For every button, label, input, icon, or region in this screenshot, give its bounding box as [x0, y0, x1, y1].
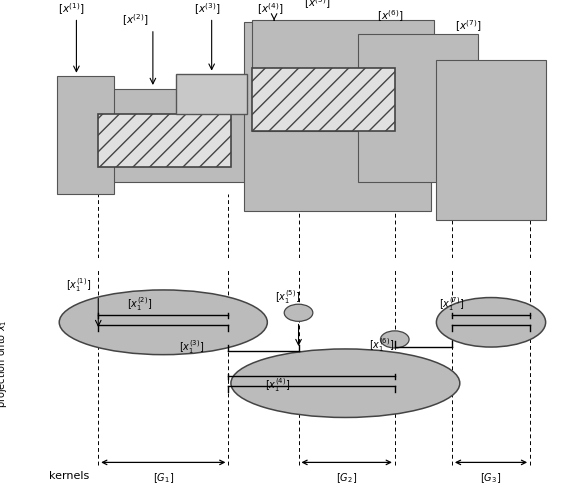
Bar	[252, 68, 395, 131]
Text: $[G_2]$: $[G_2]$	[336, 471, 357, 485]
Ellipse shape	[60, 290, 267, 355]
Bar	[57, 76, 114, 194]
Text: $[x_1^{(3)}]$: $[x_1^{(3)}]$	[179, 338, 204, 356]
Bar	[244, 22, 431, 211]
Text: $[x^{(1)}]$: $[x^{(1)}]$	[58, 1, 84, 17]
Bar	[176, 74, 246, 114]
Bar	[358, 35, 478, 182]
Text: $[x_1^{(2)}]$: $[x_1^{(2)}]$	[127, 295, 152, 313]
Text: $[G_1]$: $[G_1]$	[153, 471, 174, 485]
Text: projection onto $x_1$: projection onto $x_1$	[0, 320, 9, 408]
Text: kernels: kernels	[49, 471, 89, 481]
Ellipse shape	[284, 304, 313, 321]
Bar	[98, 89, 280, 182]
Text: $[x^{(5)}]$: $[x^{(5)}]$	[304, 0, 330, 11]
Text: $[x^{(4)}]$: $[x^{(4)}]$	[257, 1, 283, 17]
Text: $[x^{(2)}]$: $[x^{(2)}]$	[121, 13, 148, 28]
Bar	[436, 60, 546, 220]
Text: $[x_1^{(7)}]$: $[x_1^{(7)}]$	[439, 295, 464, 313]
Text: $[G_3]$: $[G_3]$	[480, 471, 502, 485]
Text: $[x_1^{(4)}]$: $[x_1^{(4)}]$	[265, 376, 290, 394]
Text: $[x^{(3)}]$: $[x^{(3)}]$	[194, 1, 221, 17]
Ellipse shape	[380, 331, 409, 348]
Bar	[252, 19, 434, 131]
Ellipse shape	[436, 297, 546, 347]
Ellipse shape	[231, 349, 460, 417]
Text: $[x^{(6)}]$: $[x^{(6)}]$	[377, 8, 403, 24]
Text: $[x^{(7)}]$: $[x^{(7)}]$	[454, 19, 481, 35]
Text: $[x_1^{(1)}]$: $[x_1^{(1)}]$	[66, 276, 91, 294]
Text: $[x_1^{(5)}]$: $[x_1^{(5)}]$	[275, 289, 300, 306]
Text: $[x_1^{(6)}]$: $[x_1^{(6)}]$	[369, 336, 394, 353]
Bar	[98, 114, 231, 167]
